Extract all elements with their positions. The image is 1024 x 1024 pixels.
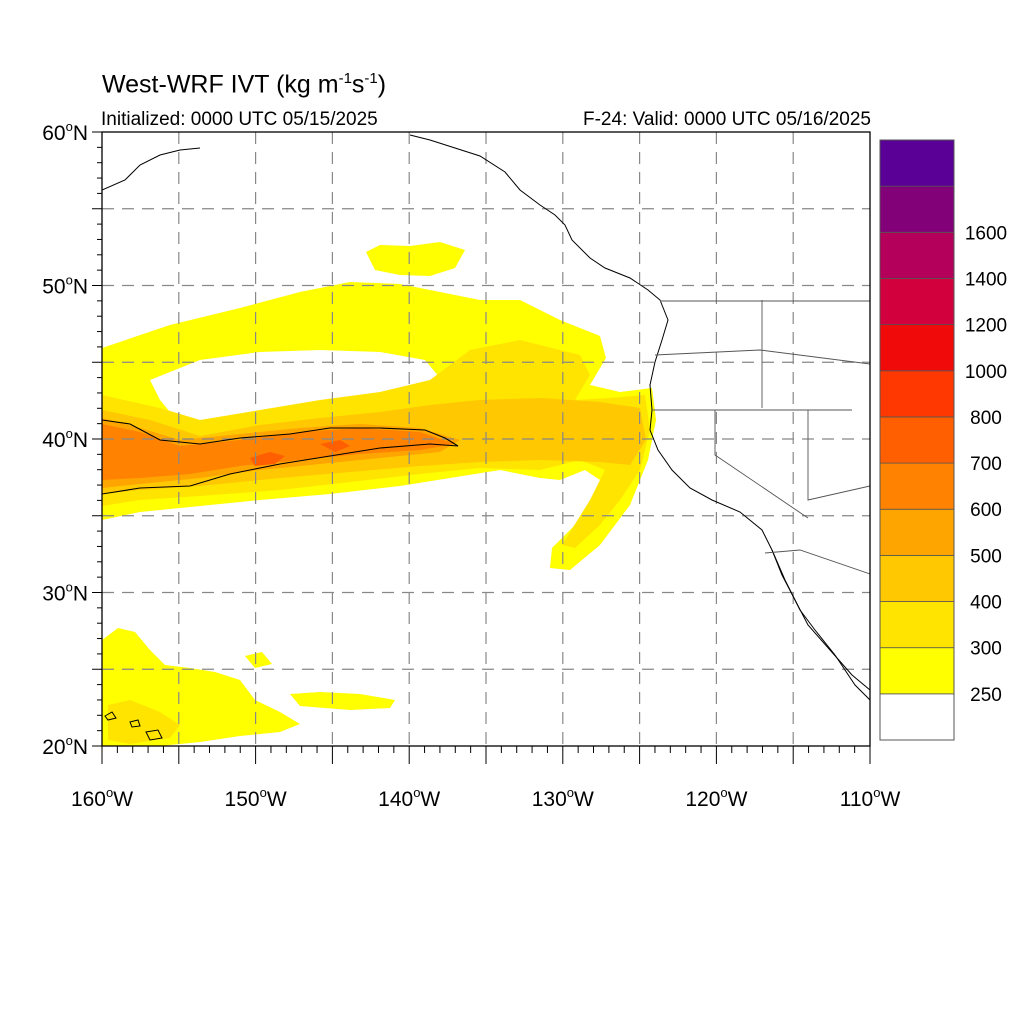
valid-time: F-24: Valid: 0000 UTC 05/16/2025 [583, 109, 871, 130]
colorbar-label: 1200 [965, 316, 1007, 337]
y-tick-label: 50oN [42, 273, 88, 299]
colorbar-box [879, 278, 955, 326]
ivt-contours [102, 419, 459, 495]
ivt-600-region [102, 424, 455, 480]
colorbar-box [879, 139, 955, 187]
x-tick-label: 160oW [71, 785, 133, 811]
colorbar-box [879, 462, 955, 510]
y-tick-label: 60oN [42, 119, 88, 145]
colorbar-box [879, 647, 955, 695]
colorbar-label: 1400 [965, 269, 1007, 290]
colorbar-box [879, 416, 955, 464]
ivt-contour-line [102, 419, 459, 495]
x-tick-label: 140oW [378, 785, 440, 811]
coastlines [102, 134, 870, 741]
y-tick-label: 40oN [42, 426, 88, 452]
colorbar-label: 800 [970, 408, 1002, 429]
alaska-coast [102, 147, 201, 191]
map-title: West-WRF IVT (kg m-1s-1) [102, 70, 387, 99]
oregon-washington-border [654, 349, 870, 365]
colorbar-box [879, 185, 955, 233]
colorbar-label: 400 [970, 593, 1002, 614]
colorbar: 250 300 400 500 600 700 800 1000 1200 1400 1600 [879, 139, 1007, 741]
colorbar-label: 700 [970, 454, 1002, 475]
state-borders [652, 300, 870, 575]
utah-border [807, 410, 870, 501]
hawaii-islands [104, 711, 163, 741]
colorbar-label: 250 [970, 685, 1002, 706]
x-tick-label: 120oW [685, 785, 747, 811]
lat-lon-grid [102, 132, 870, 746]
initialized-time: Initialized: 0000 UTC 05/15/2025 [101, 109, 378, 130]
colorbar-label: 600 [970, 500, 1002, 521]
ivt-250-tropical [290, 692, 395, 710]
x-tick-label: 130oW [532, 785, 594, 811]
mexico-border [764, 549, 870, 575]
colorbar-label: 1600 [965, 223, 1007, 244]
y-tick-label: 20oN [42, 733, 88, 759]
colorbar-frame [879, 139, 955, 741]
colorbar-box [879, 324, 955, 372]
colorbar-label: 300 [970, 639, 1002, 660]
ivt-250-north-blob [366, 242, 465, 276]
colorbar-box [879, 370, 955, 418]
x-tick-label: 110oW [840, 785, 901, 811]
baja-peninsula [771, 549, 870, 701]
ivt-250-tropical [245, 652, 272, 668]
colorbar-box [879, 508, 955, 556]
colorbar-box-below [879, 693, 955, 741]
colorbar-label: 1000 [965, 362, 1007, 383]
ivt-300-tropical [108, 700, 180, 744]
colorbar-label: 500 [970, 546, 1002, 567]
ivt-low-hole [150, 350, 440, 430]
ivt-700-patch [250, 452, 285, 466]
colorbar-box [879, 601, 955, 649]
axis-ticks: 160oW 150oW 140oW 130oW 120oW 110oW 60oN 50oN 40… [42, 119, 900, 811]
nevada-border [714, 410, 809, 519]
colorbar-box [879, 231, 955, 279]
x-tick-label: 150oW [225, 785, 287, 811]
y-tick-label: 30oN [42, 580, 88, 606]
colorbar-box [879, 554, 955, 602]
ivt-700-patch [320, 440, 350, 452]
ivt-shading [102, 242, 656, 746]
